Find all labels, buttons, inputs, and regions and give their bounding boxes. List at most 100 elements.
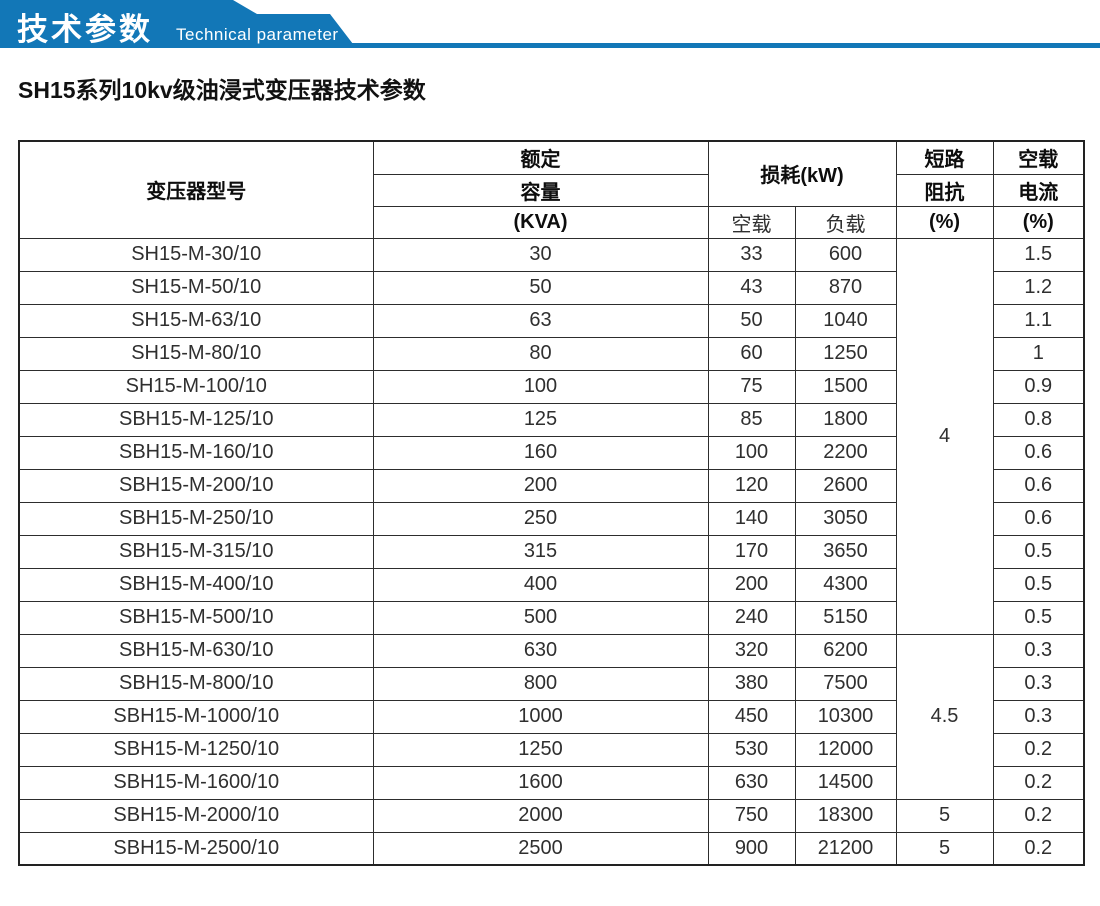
spec-row: SBH15-M-2500/10 2500 900 21200 5 0.2 [18, 831, 1085, 866]
no-load-current-cell: 1.2 [992, 270, 1085, 305]
short-circuit-impedance-cell: 5 [895, 798, 994, 833]
no-load-loss-cell: 170 [707, 534, 796, 569]
rated-capacity-cell: 1000 [372, 699, 709, 734]
no-load-loss-cell: 240 [707, 600, 796, 635]
rated-capacity-cell: 80 [372, 336, 709, 371]
load-loss-cell: 18300 [794, 798, 897, 833]
load-loss-cell: 2600 [794, 468, 897, 503]
no-load-current-cell: 1.5 [992, 237, 1085, 272]
no-load-current-cell: 0.3 [992, 699, 1085, 734]
no-load-current-cell: 0.9 [992, 369, 1085, 404]
rated-capacity-cell: 63 [372, 303, 709, 338]
no-load-current-cell: 0.2 [992, 798, 1085, 833]
no-load-current-cell: 0.2 [992, 831, 1085, 866]
spec-row: SH15-M-30/10 30 33 600 4 1.5 [18, 237, 1085, 635]
no-load-current-cell: 0.6 [992, 468, 1085, 503]
spec-row: SH15-M-80/10 80 60 1250 1 [18, 336, 1085, 371]
rated-capacity-cell: 160 [372, 435, 709, 470]
model-cell: SBH15-M-200/10 [18, 468, 374, 503]
load-loss-cell: 4300 [794, 567, 897, 602]
header-loss-no-load: 空载 [707, 205, 796, 239]
model-cell: SH15-M-50/10 [18, 270, 374, 305]
load-loss-cell: 1800 [794, 402, 897, 437]
no-load-current-cell: 0.3 [992, 633, 1085, 668]
spec-table-body: SH15-M-30/10 30 33 600 4 1.5 SH15-M-50/10 50 43 8… [18, 237, 1085, 866]
header-impedance-unit: (%) [895, 205, 994, 239]
rated-capacity-cell: 800 [372, 666, 709, 701]
spec-row: SBH15-M-200/10 200 120 2600 0.6 [18, 468, 1085, 503]
short-circuit-impedance-cell: 5 [895, 831, 994, 866]
spec-table: 变压器型号 额定 损耗(kW) 短路 空载 容量 阻抗 电流 (KVA) 空载 … [18, 140, 1086, 866]
spec-row: SBH15-M-125/10 125 85 1800 0.8 [18, 402, 1085, 437]
no-load-loss-cell: 320 [707, 633, 796, 668]
no-load-loss-cell: 630 [707, 765, 796, 800]
no-load-loss-cell: 120 [707, 468, 796, 503]
no-load-current-cell: 0.8 [992, 402, 1085, 437]
model-cell: SBH15-M-250/10 [18, 501, 374, 536]
load-loss-cell: 21200 [794, 831, 897, 866]
spec-row: SBH15-M-1000/10 1000 450 10300 0.3 [18, 699, 1085, 734]
model-cell: SH15-M-80/10 [18, 336, 374, 371]
banner-title-en: Technical parameter [176, 25, 339, 44]
header-row-1: 变压器型号 额定 损耗(kW) 短路 空载 [18, 140, 1085, 239]
spec-row: SH15-M-50/10 50 43 870 1.2 [18, 270, 1085, 305]
load-loss-cell: 10300 [794, 699, 897, 734]
load-loss-cell: 7500 [794, 666, 897, 701]
load-loss-cell: 1500 [794, 369, 897, 404]
spec-row: SBH15-M-400/10 400 200 4300 0.5 [18, 567, 1085, 602]
spec-row: SBH15-M-800/10 800 380 7500 0.3 [18, 666, 1085, 701]
header-row-2: 容量 阻抗 电流 [19, 173, 1085, 207]
load-loss-cell: 1250 [794, 336, 897, 371]
model-cell: SBH15-M-1000/10 [18, 699, 374, 734]
rated-capacity-cell: 50 [372, 270, 709, 305]
load-loss-cell: 870 [794, 270, 897, 305]
no-load-current-cell: 0.5 [992, 534, 1085, 569]
no-load-loss-cell: 140 [707, 501, 796, 536]
spec-row: SBH15-M-1600/10 1600 630 14500 0.2 [18, 765, 1085, 800]
rated-capacity-cell: 200 [372, 468, 709, 503]
no-load-current-cell: 0.5 [992, 600, 1085, 635]
no-load-loss-cell: 900 [707, 831, 796, 866]
load-loss-cell: 14500 [794, 765, 897, 800]
no-load-current-cell: 0.2 [992, 732, 1085, 767]
banner-underline [0, 43, 1100, 48]
no-load-current-cell: 0.5 [992, 567, 1085, 602]
model-cell: SBH15-M-1600/10 [18, 765, 374, 800]
load-loss-cell: 3650 [794, 534, 897, 569]
load-loss-cell: 12000 [794, 732, 897, 767]
model-cell: SBH15-M-400/10 [18, 567, 374, 602]
spec-row: SBH15-M-630/10 630 320 6200 4.5 0.3 [18, 633, 1085, 800]
header-impedance-line1: 短路 [895, 140, 994, 175]
no-load-current-cell: 0.6 [992, 501, 1085, 536]
no-load-current-cell: 1.1 [992, 303, 1085, 338]
rated-capacity-cell: 250 [372, 501, 709, 536]
header-current-unit: (%) [992, 205, 1085, 239]
short-circuit-impedance-cell: 4 [895, 237, 994, 635]
model-cell: SBH15-M-2500/10 [18, 831, 374, 866]
spec-row: SH15-M-100/10 100 75 1500 0.9 [18, 369, 1085, 404]
model-cell: SBH15-M-160/10 [18, 435, 374, 470]
model-cell: SBH15-M-800/10 [18, 666, 374, 701]
load-loss-cell: 6200 [794, 633, 897, 668]
no-load-loss-cell: 85 [707, 402, 796, 437]
no-load-loss-cell: 50 [707, 303, 796, 338]
short-circuit-impedance-cell: 4.5 [895, 633, 994, 800]
rated-capacity-cell: 30 [372, 237, 709, 272]
spec-row: SBH15-M-2000/10 2000 750 18300 5 0.2 [18, 798, 1085, 833]
model-cell: SH15-M-63/10 [18, 303, 374, 338]
no-load-loss-cell: 750 [707, 798, 796, 833]
load-loss-cell: 5150 [794, 600, 897, 635]
spec-row: SBH15-M-500/10 500 240 5150 0.5 [18, 600, 1085, 635]
rated-capacity-cell: 315 [372, 534, 709, 569]
no-load-current-cell: 0.6 [992, 435, 1085, 470]
spec-row: SBH15-M-250/10 250 140 3050 0.6 [18, 501, 1085, 536]
rated-capacity-cell: 2000 [372, 798, 709, 833]
header-model: 变压器型号 [18, 140, 374, 239]
no-load-loss-cell: 75 [707, 369, 796, 404]
no-load-loss-cell: 43 [707, 270, 796, 305]
model-cell: SBH15-M-1250/10 [18, 732, 374, 767]
banner-title-zh: 技术参数 [17, 12, 153, 47]
spec-row: SH15-M-63/10 63 50 1040 1.1 [18, 303, 1085, 338]
rated-capacity-cell: 125 [372, 402, 709, 437]
model-cell: SBH15-M-2000/10 [18, 798, 374, 833]
